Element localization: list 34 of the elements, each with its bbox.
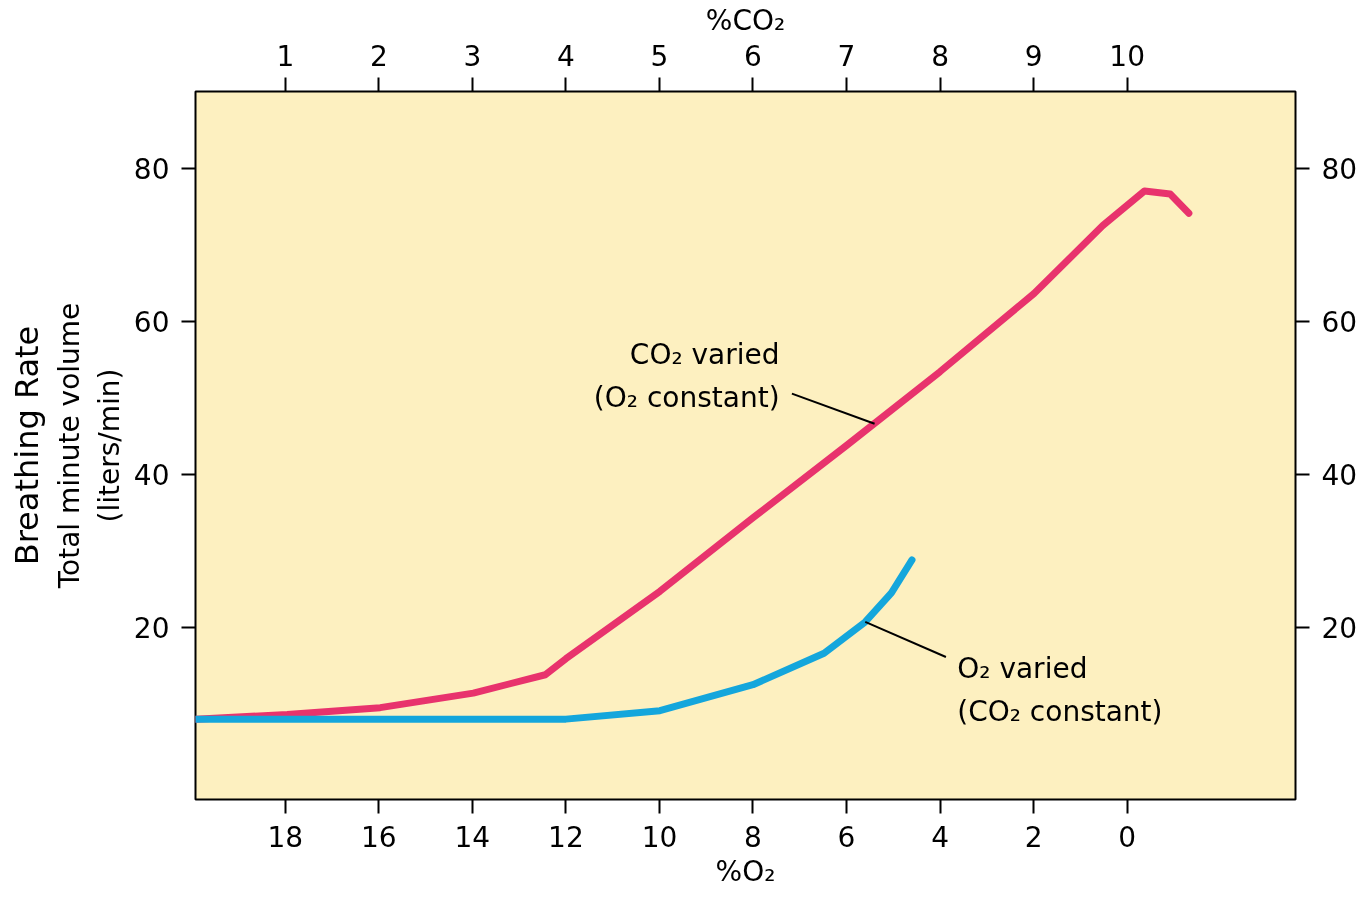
x2-tick-label: 3 [463,39,482,73]
y-tick-label: 60 [133,305,170,339]
y2-tick-label: 40 [1321,458,1358,492]
x2-tick-label: 8 [931,39,949,73]
x2-tick-label: 9 [1024,39,1043,73]
y-tick-label: 40 [133,458,170,492]
x-tick-label: 14 [454,820,491,854]
x-tick-label: 4 [931,820,949,854]
x2-tick-label: 2 [369,39,388,73]
y2-tick-label: 60 [1321,305,1358,339]
text: Breathing Rate [7,325,46,566]
y-axis-title: Total minute volume (liters/min) [53,302,126,590]
x-tick-label: 0 [1118,820,1137,854]
x2-tick-label: 1 [276,39,295,73]
y-tick-label: 80 [133,152,170,186]
x2-tick-label: 7 [837,39,856,73]
x2-tick-label: 4 [557,39,575,73]
x2-tick-label: 10 [1109,39,1145,73]
x-axis-title: %O₂ [715,854,776,888]
y2-tick-label: 20 [1321,611,1358,645]
x-tick-label: 6 [837,820,856,854]
y2-tick-label: 80 [1321,152,1358,186]
x2-tick-label: 6 [744,39,762,73]
x-tick-label: 8 [744,820,762,854]
x-tick-label: 18 [267,820,304,854]
annotation: O₂ varied (CO₂ constant) [957,651,1163,728]
x-tick-label: 2 [1024,820,1043,854]
x-tick-label: 10 [641,820,678,854]
x2-axis-title: %CO₂ [705,3,786,37]
x-tick-label: 12 [548,820,584,854]
annotation: CO₂ varied (O₂ constant) [593,337,780,414]
y-tick-label: 20 [133,611,170,645]
x-tick-label: 16 [361,820,397,854]
x2-tick-label: 5 [650,39,669,73]
